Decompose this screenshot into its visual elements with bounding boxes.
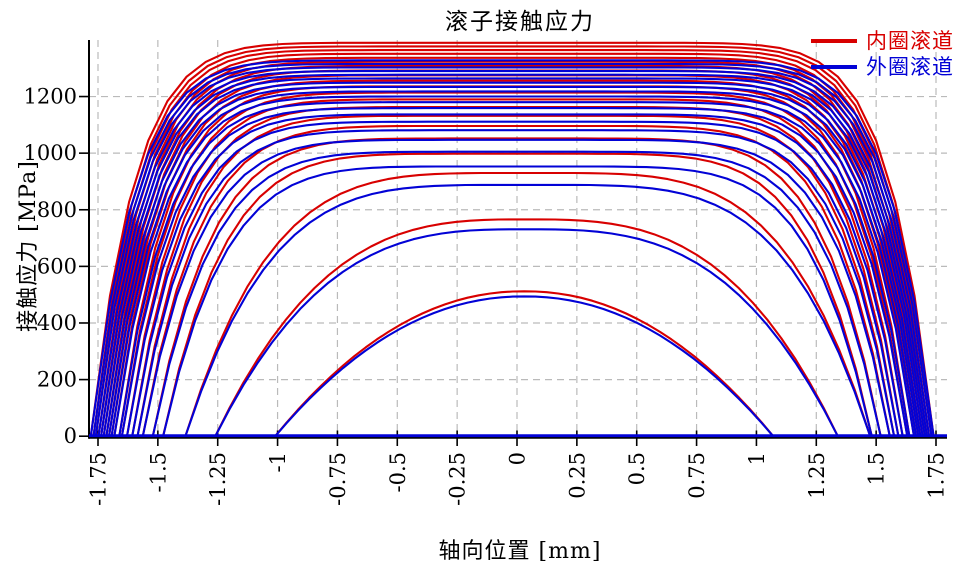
svg-text:1: 1 — [745, 452, 769, 465]
svg-text:-0.75: -0.75 — [326, 452, 350, 506]
legend-line-outer-icon — [811, 65, 857, 69]
svg-text:-1: -1 — [266, 452, 290, 472]
legend-label-outer: 外圈滚道 — [866, 55, 954, 79]
legend-item-inner: 内圈滚道 — [811, 30, 954, 52]
svg-text:-1.25: -1.25 — [206, 452, 230, 506]
chart-title: 滚子接触应力 — [445, 9, 595, 35]
svg-text:0.5: 0.5 — [625, 452, 649, 485]
svg-text:800: 800 — [37, 198, 77, 222]
svg-text:-1.75: -1.75 — [87, 452, 111, 506]
svg-text:1.25: 1.25 — [805, 452, 829, 499]
svg-text:400: 400 — [37, 311, 77, 335]
legend-line-inner-icon — [811, 39, 857, 43]
svg-text:0: 0 — [64, 424, 77, 448]
svg-text:1200: 1200 — [24, 85, 77, 109]
svg-text:1000: 1000 — [24, 141, 77, 165]
svg-text:-1.5: -1.5 — [146, 452, 170, 493]
x-axis-label: 轴向位置 [mm] — [438, 539, 602, 564]
legend-label-inner: 内圈滚道 — [866, 29, 954, 53]
svg-text:0.75: 0.75 — [685, 452, 709, 499]
legend: 内圈滚道 外圈滚道 — [811, 30, 954, 78]
svg-text:1.5: 1.5 — [865, 452, 889, 485]
svg-text:0: 0 — [506, 452, 530, 465]
svg-text:600: 600 — [37, 254, 77, 278]
svg-text:-0.5: -0.5 — [386, 452, 410, 493]
svg-text:-0.25: -0.25 — [446, 452, 470, 506]
svg-text:1.75: 1.75 — [925, 452, 949, 499]
legend-item-outer: 外圈滚道 — [811, 56, 954, 78]
svg-text:0.25: 0.25 — [565, 452, 589, 499]
svg-text:200: 200 — [37, 368, 77, 392]
y-axis-label: 接触应力 [MPa] — [16, 160, 41, 332]
